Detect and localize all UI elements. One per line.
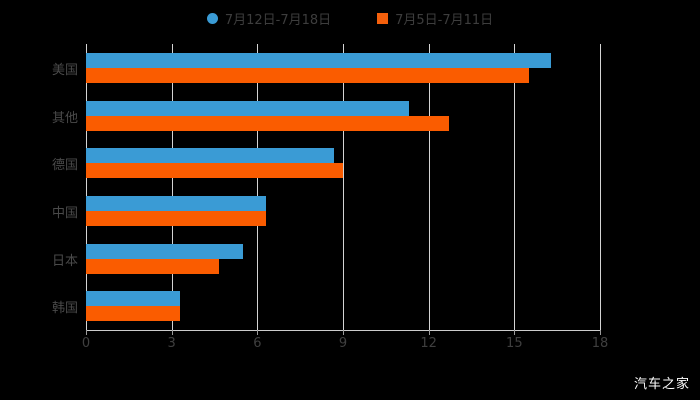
y-axis-label-0: 美国 [51,62,78,78]
x-axis-tick-label-3: 3 [167,336,176,351]
legend-item-series-2[interactable]: 7月5日-7月11日 [377,9,493,28]
bar-series-2[interactable] [86,210,266,226]
bar-series-2[interactable] [86,115,449,131]
circle-marker-icon [206,12,218,24]
legend-label-series-2: 7月5日-7月11日 [395,12,494,28]
y-axis-label-2: 德国 [51,158,78,174]
y-axis-label-3: 中国 [51,205,78,221]
bar-series-1[interactable] [86,52,552,68]
gridline [171,44,173,330]
y-axis-label-5: 韩国 [51,301,78,317]
gridline [86,44,87,330]
bar-series-2[interactable] [86,163,343,179]
x-axis-tick-mark [257,330,259,335]
bar-series-2[interactable] [86,258,219,274]
bar-series-1[interactable] [86,148,335,164]
x-axis-tick-mark [343,330,344,335]
x-axis-tick-label-9: 9 [338,336,348,351]
x-axis-tick-mark [514,330,516,335]
x-axis-tick-mark [171,330,173,335]
x-axis-tick-label-0: 0 [81,336,91,351]
square-marker-icon [377,12,389,24]
bar-series-1[interactable] [86,291,181,307]
legend-item-series-1[interactable]: 7月12日-7月18日 [206,9,332,28]
gridline [600,44,601,330]
y-axis-label-4: 日本 [51,253,78,269]
bar-series-2[interactable] [86,306,181,322]
x-axis-tick-mark [86,330,87,335]
x-axis-tick-label-18: 18 [591,336,609,351]
y-axis-category-labels: 美国其他德国中国日本韩国 [0,44,78,330]
bar-series-1[interactable] [86,243,244,259]
bar-series-2[interactable] [86,67,529,83]
legend-label-series-1: 7月12日-7月18日 [224,12,332,28]
x-axis-tick-mark [428,330,430,335]
x-axis-tick-label-15: 15 [506,336,523,351]
x-axis-tick-label-6: 6 [253,336,262,351]
y-axis-label-1: 其他 [51,110,78,126]
x-axis-tick-label-12: 12 [420,336,437,351]
x-axis-tick-mark [600,330,601,335]
bar-series-1[interactable] [86,195,266,211]
chart-legend: 7月12日-7月18日 7月5日-7月11日 [0,6,700,30]
bar-series-1[interactable] [86,100,409,116]
gridline [257,44,259,330]
gridline [514,44,516,330]
gridline [343,44,344,330]
gridline [428,44,430,330]
plot-area [86,44,601,330]
watermark-label: 汽车之家 [633,377,690,392]
